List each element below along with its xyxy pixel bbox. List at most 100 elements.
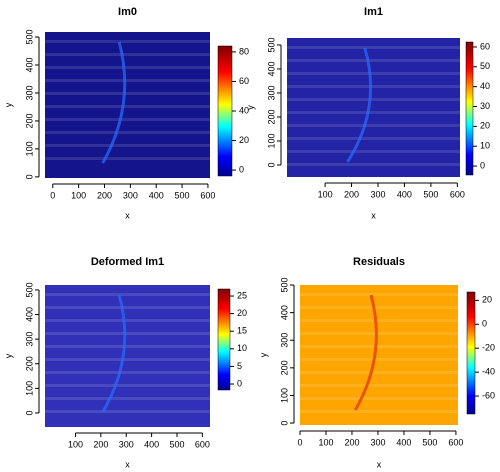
image-stripe: [45, 118, 210, 121]
image: [45, 285, 210, 427]
chart-title: Im0: [118, 6, 137, 18]
colorbar-tick-label: -60: [482, 390, 495, 400]
colorbar-tick-label: 60: [480, 41, 490, 51]
y-tick-label: 500: [24, 282, 34, 297]
y-tick-label: 100: [279, 388, 289, 403]
image-stripe: [45, 358, 210, 361]
image-stripe: [300, 410, 458, 413]
image-feature: [353, 294, 378, 411]
image-stripe: [300, 332, 458, 335]
y-tick-label: 0: [24, 410, 34, 415]
x-tick-label: 600: [200, 190, 215, 200]
image-stripe: [300, 293, 458, 296]
x-tick-label: 400: [397, 189, 412, 199]
colorbar-tick-label: 0: [482, 319, 487, 329]
y-axis-label: y: [3, 102, 13, 107]
colorbar-tick-label: 30: [480, 101, 490, 111]
x-tick-label: 200: [97, 190, 112, 200]
y-tick-label: 400: [24, 307, 34, 322]
y-tick-label: 400: [24, 57, 34, 72]
y-tick-label: 300: [266, 85, 276, 100]
colorbar-tick-label: 10: [237, 343, 247, 353]
x-tick-label: 0: [297, 437, 302, 447]
colorbar-tick-label: -20: [482, 343, 495, 353]
x-tick-label: 200: [344, 437, 359, 447]
image-stripe: [45, 384, 210, 387]
y-tick-label: 200: [279, 360, 289, 375]
y-axis-label: y: [258, 352, 268, 357]
colorbar-tick-label: 20: [480, 121, 490, 131]
y-tick-label: 0: [24, 174, 34, 179]
image-stripe: [287, 150, 460, 153]
image-stripe: [287, 163, 460, 166]
image-stripe: [45, 92, 210, 95]
colorbar: [465, 41, 474, 176]
y-tick-label: 0: [279, 421, 289, 426]
image-stripe: [45, 144, 210, 147]
image-stripe: [45, 397, 210, 400]
image-stripe: [45, 293, 210, 296]
image-stripe: [287, 124, 460, 127]
colorbar-tick-label: 15: [237, 326, 247, 336]
x-tick-label: 200: [344, 189, 359, 199]
image-feature: [101, 41, 127, 164]
chart-title: Deformed Im1: [91, 256, 164, 268]
x-tick-label: 600: [195, 439, 210, 449]
x-tick-label: 600: [450, 189, 465, 199]
image-stripe: [300, 371, 458, 374]
chart-title: Im1: [364, 6, 383, 18]
colorbar-tick-label: 20: [237, 308, 247, 318]
image-stripe: [45, 345, 210, 348]
image-stripe: [287, 85, 460, 88]
image-stripe: [300, 319, 458, 322]
colorbar: [217, 45, 233, 177]
x-tick-label: 300: [370, 189, 385, 199]
image-feature: [101, 294, 127, 413]
image-stripe: [45, 332, 210, 335]
colorbar-tick-label: 20: [482, 295, 492, 305]
y-tick-label: 400: [266, 61, 276, 76]
colorbar-tick-label: 0: [480, 160, 485, 170]
image-stripe: [45, 79, 210, 82]
image-feature: [346, 47, 373, 163]
y-tick-label: 200: [266, 109, 276, 124]
image: [45, 32, 210, 178]
colorbar: [217, 288, 231, 391]
image-stripe: [300, 358, 458, 361]
y-tick-label: 100: [24, 381, 34, 396]
image-stripe: [45, 131, 210, 134]
image-stripe: [45, 410, 210, 413]
y-tick-label: 100: [24, 141, 34, 156]
colorbar-tick-label: 60: [239, 76, 249, 86]
y-tick-label: 200: [24, 356, 34, 371]
y-tick-label: 500: [266, 37, 276, 52]
image-stripe: [45, 319, 210, 322]
image-stripe: [287, 137, 460, 140]
colorbar-tick-label: 10: [480, 141, 490, 151]
y-tick-label: 300: [24, 85, 34, 100]
y-tick-label: 0: [266, 162, 276, 167]
colorbar-tick-label: 40: [480, 81, 490, 91]
x-tick-label: 400: [396, 437, 411, 447]
colorbar-tick-label: -40: [482, 367, 495, 377]
x-tick-label: 500: [423, 189, 438, 199]
y-tick-label: 500: [24, 30, 34, 45]
image-stripe: [45, 105, 210, 108]
x-tick-label: 100: [68, 439, 83, 449]
colorbar-tick-label: 5: [237, 361, 242, 371]
image: [287, 38, 460, 177]
y-tick-label: 400: [279, 305, 289, 320]
y-tick-label: 300: [24, 332, 34, 347]
colorbar: [466, 291, 476, 415]
chart-title: Residuals: [353, 256, 405, 268]
x-axis-label: x: [125, 210, 130, 220]
colorbar-tick-label: 0: [239, 164, 244, 174]
image-stripe: [287, 59, 460, 62]
colorbar-tick-label: 0: [237, 378, 242, 388]
image-stripe: [45, 40, 210, 43]
y-axis-label: y: [245, 105, 255, 110]
x-tick-label: 600: [448, 437, 463, 447]
colorbar-tick-label: 20: [239, 135, 249, 145]
x-tick-label: 0: [50, 190, 55, 200]
x-axis-label: x: [377, 459, 382, 469]
